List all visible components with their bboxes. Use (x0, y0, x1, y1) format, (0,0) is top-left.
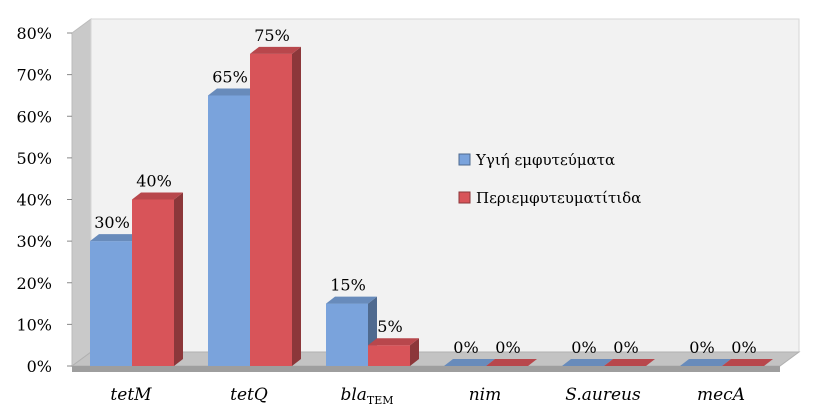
data-label: 0% (689, 338, 714, 357)
bar-flat (486, 359, 537, 366)
bar-saureus-s2 (604, 359, 655, 366)
data-labels: 30% 40% 65% 75% 15% 5% 0% 0% 0% 0% 0% 0% (94, 26, 756, 357)
y-tick-label: 70% (16, 66, 52, 85)
y-axis: 0% 10% 20% 30% 40% 50% 60% 70% 80% (16, 24, 72, 376)
left-wall (71, 18, 92, 367)
bar-meca-s2 (722, 359, 773, 366)
x-tick-label: mecA (697, 385, 745, 405)
bar-side (292, 46, 301, 366)
bar-front (208, 95, 250, 366)
data-label: 75% (254, 26, 290, 45)
y-tick-label: 50% (16, 149, 52, 168)
y-tick-label: 20% (16, 274, 52, 293)
back-wall (90, 18, 800, 353)
bar-front (250, 53, 292, 366)
data-label: 65% (212, 67, 248, 86)
floor-edge (72, 366, 780, 372)
data-label: 30% (94, 213, 130, 232)
legend-label: Περιεμφυτευματίτιδα (476, 189, 641, 207)
x-axis: tetM tetQ blaTEM nim S.aureus mecA (110, 385, 745, 407)
y-tick-label: 80% (16, 24, 52, 43)
bar-meca-s1 (680, 359, 731, 366)
y-tick-label: 40% (16, 191, 52, 210)
data-label: 0% (571, 338, 596, 357)
legend-swatch (458, 191, 471, 204)
bar-front (132, 199, 174, 366)
bar-front (326, 303, 368, 366)
x-tick-label: nim (469, 385, 502, 405)
data-label: 5% (377, 317, 402, 336)
bar-flat (604, 359, 655, 366)
bar-nim-s2 (486, 359, 537, 366)
data-label: 0% (453, 338, 478, 357)
legend-item: Περιεμφυτευματίτιδα (458, 189, 641, 207)
x-tick-label: S.aureus (565, 385, 641, 405)
bar-bla-s1 (326, 296, 377, 366)
bar-saureus-s1 (562, 359, 613, 366)
y-tick-label: 0% (27, 357, 52, 376)
data-label: 0% (731, 338, 756, 357)
bar-top (250, 46, 301, 54)
bar-top (326, 296, 377, 304)
data-label: 15% (330, 276, 366, 295)
bar-nim-s1 (444, 359, 495, 366)
bar-top (368, 338, 419, 346)
x-tick-label: blaTEM (340, 385, 393, 407)
bar-front (90, 241, 132, 366)
bar-tetq-s2 (250, 46, 301, 366)
legend-label: Υγιή εμφυτεύματα (475, 151, 615, 169)
data-label: 40% (136, 172, 172, 191)
bar-top (208, 88, 259, 96)
bar-side (174, 192, 183, 366)
legend-swatch (458, 153, 471, 166)
bar-tetm-s2 (132, 192, 183, 366)
legend: Υγιή εμφυτεύματα Περιεμφυτευματίτιδα (458, 151, 641, 207)
y-tick-label: 10% (16, 315, 52, 334)
legend-item: Υγιή εμφυτεύματα (458, 151, 615, 169)
bars (90, 46, 773, 366)
x-tick-label: tetM (110, 385, 152, 405)
bar-flat (722, 359, 773, 366)
y-tick-label: 30% (16, 232, 52, 251)
bar-top (90, 234, 141, 242)
bar-flat (444, 359, 495, 366)
bar-flat (562, 359, 613, 366)
bar-flat (680, 359, 731, 366)
bar-front (368, 345, 410, 366)
bar-top (132, 192, 183, 200)
data-label: 0% (495, 338, 520, 357)
x-tick-label: tetQ (230, 385, 268, 405)
y-tick-label: 60% (16, 107, 52, 126)
data-label: 0% (613, 338, 638, 357)
bar-bla-s2 (368, 338, 419, 366)
bar-side (410, 338, 419, 366)
